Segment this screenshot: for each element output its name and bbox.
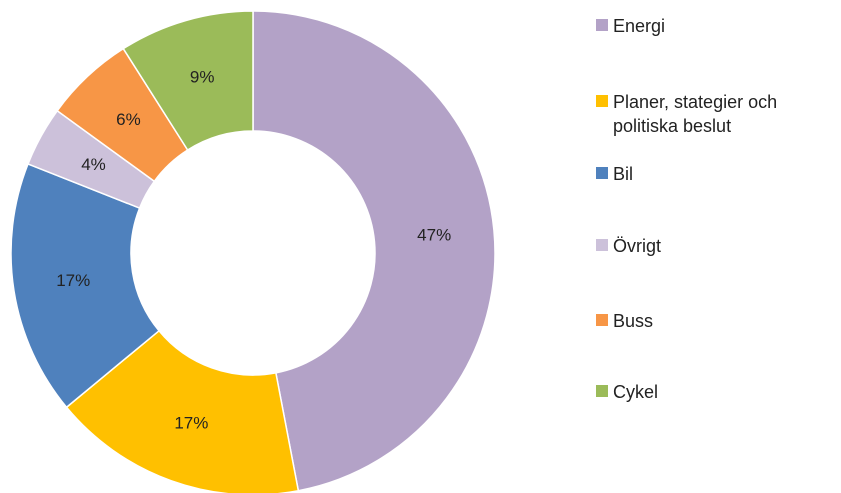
data-label: 17%	[174, 414, 208, 433]
data-label: 17%	[56, 271, 90, 290]
legend-swatch	[596, 314, 608, 326]
legend-label: Bil	[613, 164, 634, 184]
legend-swatch	[596, 385, 608, 397]
donut-slice	[122, 10, 254, 152]
legend-item: Planer, stategier och politiska beslut	[596, 90, 838, 138]
data-label: 9%	[190, 68, 215, 87]
legend-item: Bil	[596, 162, 838, 186]
legend-swatch	[596, 19, 608, 31]
data-label: 47%	[417, 225, 451, 244]
donut-slice	[10, 162, 161, 409]
legend-item: Övrigt	[596, 234, 838, 258]
legend-swatch	[596, 167, 608, 179]
legend-item: Buss	[596, 309, 838, 333]
data-label: 4%	[81, 155, 106, 174]
legend-item: Cykel	[596, 380, 838, 404]
legend-swatch	[596, 95, 608, 107]
legend-label: Buss	[613, 311, 654, 331]
legend-label: Övrigt	[613, 236, 662, 256]
data-label: 6%	[116, 110, 141, 129]
donut-slice	[65, 329, 300, 493]
legend-item: Energi	[596, 14, 838, 38]
legend-swatch	[596, 239, 608, 251]
donut-slice	[252, 10, 496, 492]
legend-label: Energi	[613, 16, 666, 36]
legend-label: Cykel	[613, 382, 659, 402]
legend-label: Planer, stategier och politiska beslut	[613, 92, 778, 136]
